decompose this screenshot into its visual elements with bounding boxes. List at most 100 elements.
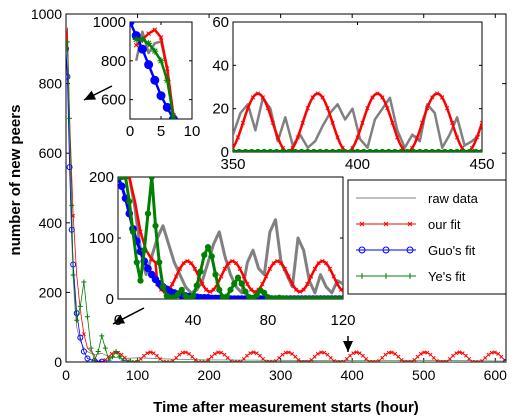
inset-mid-point-guo-s-fit	[144, 264, 152, 273]
inset-mid-point-our-fit	[290, 281, 295, 287]
inset-tr-point-our-fit	[444, 105, 450, 111]
main-point-our-fit	[425, 350, 430, 355]
legend-marker-ye-s-fit	[407, 273, 413, 279]
inset-tr-point-ye-s-fit	[348, 148, 355, 152]
inset-tr-point-ye-s-fit	[273, 148, 280, 152]
inset-tr-point-ye-s-fit	[341, 148, 349, 152]
inset-tr-point-our-fit	[440, 95, 445, 100]
inset-tr-point-our-fit	[335, 135, 340, 140]
inset-mid-point-ye-s-fit	[261, 289, 268, 296]
main-point-our-fit	[190, 354, 195, 359]
inset-tr-point-ye-s-fit	[410, 148, 417, 152]
main-point-our-fit	[148, 350, 153, 355]
inset-mid-point-our-fit	[335, 281, 340, 287]
main-point-our-fit	[245, 353, 249, 358]
inset-mid-point-our-fit	[200, 281, 205, 287]
inset-mid-series	[118, 177, 343, 299]
main-point-ye-s-fit	[67, 115, 73, 121]
inset-tr-point-ye-s-fit	[385, 148, 392, 152]
inset-mid-point-ye-s-fit	[238, 280, 245, 287]
inset-mid-point-our-fit	[222, 266, 228, 271]
inset-tl-ytick-label: 1000	[93, 14, 126, 31]
main-point-our-fit	[66, 46, 68, 51]
inset-mid-point-our-fit	[275, 259, 280, 264]
arrow-inset-middle-end-head	[343, 341, 353, 352]
inset-mid-point-our-fit	[305, 281, 310, 287]
inset-tr-point-ye-s-fit	[335, 148, 342, 152]
main-point-guo-s-fit	[66, 164, 73, 171]
inset-tr-point-ye-s-fit	[233, 148, 237, 152]
inset-mid-point-our-fit	[301, 287, 306, 292]
main-point-ye-s-fit	[117, 354, 123, 360]
main-point-ye-s-fit	[88, 345, 94, 351]
main-point-ye-s-fit	[113, 349, 119, 355]
inset-tr-point-ye-s-fit	[478, 148, 482, 152]
main-point-our-fit	[232, 360, 237, 362]
inset-mid-point-our-fit	[149, 257, 154, 262]
inset-mid-xtick-label: 80	[260, 312, 277, 329]
inset-tr-point-our-fit	[454, 135, 460, 140]
inset-mid-point-ye-s-fit	[253, 292, 260, 299]
main-xtick-label: 500	[412, 367, 436, 383]
inset-tr-point-ye-s-fit	[242, 148, 249, 152]
inset-mid-point-ye-s-fit	[133, 259, 140, 266]
main-point-our-fit	[344, 356, 349, 361]
inset-tr-point-ye-s-fit	[360, 148, 367, 152]
legend-marker-guo-s-fit	[382, 246, 390, 254]
main-point-our-fit	[309, 358, 314, 362]
legend: raw data our fit Guo's fit Ye's fit	[347, 179, 507, 295]
main-point-guo-s-fit	[77, 334, 84, 341]
main-ytick-label: 1000	[31, 6, 62, 22]
inset-mid-point-our-fit	[308, 274, 314, 279]
inset-tl-point-our-fit	[158, 35, 164, 40]
inset-tl-point-guo-s-fit	[144, 60, 154, 70]
main-point-ye-s-fit	[84, 314, 90, 320]
main-point-our-fit	[174, 355, 179, 360]
inset-mid-xtick-label: 120	[330, 312, 355, 329]
inset-mid-point-ye-s-fit	[156, 259, 163, 266]
main-point-our-fit	[335, 360, 340, 362]
main-point-our-fit	[81, 332, 86, 337]
main-point-our-fit	[489, 350, 494, 355]
main-point-our-fit	[145, 351, 150, 356]
main-point-guo-s-fit	[80, 348, 87, 355]
main-series-ye-s-fit	[66, 41, 506, 362]
main-point-our-fit	[399, 358, 404, 362]
main-point-our-fit	[496, 351, 501, 356]
main-series-guo-s-fit	[66, 48, 506, 362]
inset-mid-point-our-fit	[331, 274, 336, 279]
inset-tr-point-ye-s-fit	[466, 148, 473, 152]
inset-mid-point-ye-s-fit	[204, 244, 212, 251]
inset-mid-point-our-fit	[237, 266, 243, 271]
inset-tl-point-our-fit	[164, 66, 170, 71]
inset-tr-point-ye-s-fit	[472, 148, 479, 152]
inset-mid-point-our-fit	[312, 266, 318, 271]
inset-tr-point-ye-s-fit	[454, 148, 461, 152]
main-point-our-fit	[393, 351, 398, 356]
inset-mid-point-ye-s-fit	[189, 292, 197, 299]
main-point-our-fit	[338, 360, 343, 362]
main-point-our-fit	[158, 356, 163, 361]
main-point-our-fit	[383, 352, 388, 357]
main-ytick-label: 200	[39, 284, 63, 300]
inset-tl-point-ye-s-fit	[145, 39, 153, 47]
inset-mid-point-our-fit	[233, 261, 239, 266]
inset-mid-point-ye-s-fit	[174, 291, 182, 298]
main-ytick-label: 800	[39, 76, 63, 92]
inset-middle: 0 100 200	[89, 169, 344, 308]
y-axis-label: number of new peers	[7, 105, 24, 256]
inset-tl-point-guo-s-fit	[137, 44, 147, 54]
inset-tr-point-our-fit	[385, 105, 390, 111]
inset-mid-point-our-fit	[203, 287, 209, 292]
inset-mid-point-our-fit	[248, 287, 254, 292]
inset-tr-point-ye-s-fit	[379, 148, 386, 152]
inset-tr-point-our-fit	[270, 120, 275, 125]
inset-tr-point-ye-s-fit	[404, 148, 411, 152]
main-point-guo-s-fit	[66, 73, 71, 80]
inset-tl-point-our-fit	[152, 27, 158, 33]
inset-tr-point-our-fit	[355, 135, 360, 140]
inset-mid-point-ye-s-fit	[231, 280, 238, 287]
main-point-our-fit	[196, 360, 201, 362]
inset-tr-point-our-fit	[365, 105, 370, 111]
